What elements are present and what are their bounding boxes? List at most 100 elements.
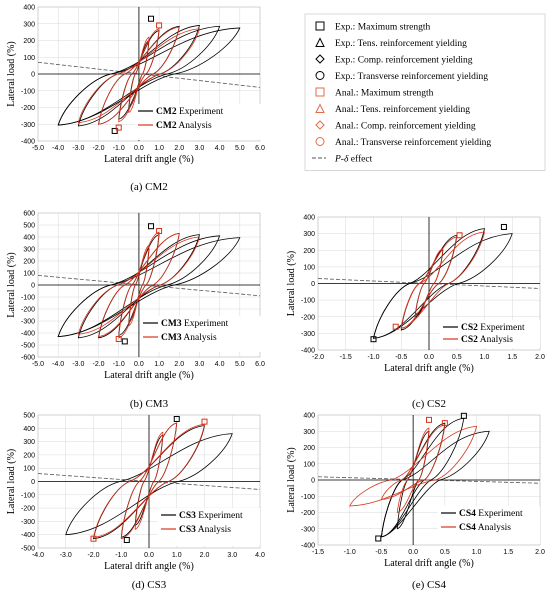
legend-frame: [304, 13, 546, 171]
y-axis-label: Lateral load (%): [6, 41, 17, 107]
legend-triangle-icon: [315, 103, 325, 113]
x-tick-label: 5.0: [235, 361, 245, 368]
y-tick-label: -100: [301, 494, 315, 501]
x-tick-label: 0.0: [408, 549, 418, 556]
y-tick-label: -200: [21, 307, 35, 314]
x-tick-label: 0.0: [424, 354, 434, 361]
panel-caption: (d) CS3: [132, 579, 167, 591]
x-tick-label: 2.0: [174, 361, 184, 368]
y-tick-label: -400: [21, 532, 35, 539]
legend-square-icon: [315, 87, 325, 97]
y-tick-label: -100: [21, 88, 35, 95]
x-tick-label: 1.0: [472, 549, 482, 556]
x-tick-label: 2.0: [535, 549, 545, 556]
x-tick-label: -4.0: [52, 361, 64, 368]
y-tick-label: 300: [23, 439, 35, 446]
x-tick-label: -4.0: [32, 552, 44, 559]
x-tick-label: -1.5: [340, 354, 352, 361]
experiment-marker: [121, 338, 128, 345]
legend-cs2: CS2 Experiment CS2 Analysis: [440, 320, 540, 348]
analysis-loop: [77, 28, 200, 124]
y-tick-label: 300: [303, 231, 315, 238]
analysis-loop: [349, 425, 478, 507]
legend-entry: CM3 Experiment: [161, 319, 229, 329]
x-axis-label: Lateral drift angle (%): [104, 370, 194, 381]
legend-cm2: CM2 Experiment CM2 Analysis: [135, 104, 265, 140]
analysis-marker: [115, 336, 122, 342]
y-tick-label: 0: [31, 283, 35, 290]
y-tick-label: -400: [21, 139, 35, 146]
legend-entry: CS2 Analysis: [461, 335, 513, 345]
legend-label: Anal.: Tens. reinforcement yielding: [335, 104, 470, 115]
legend-diamond-icon: [315, 54, 325, 64]
experiment-marker: [375, 535, 382, 542]
experiment-marker: [111, 127, 118, 134]
y-tick-label: 0: [311, 478, 315, 485]
y-tick-label: -400: [301, 348, 315, 355]
legend-square-icon: [315, 21, 325, 31]
legend-box: Exp.: Maximum strength Exp.: Tens. reinfo…: [304, 13, 546, 171]
y-tick-label: -300: [21, 519, 35, 526]
y-axis-label: Lateral load (%): [286, 447, 297, 513]
legend-label: Anal.: Maximum strength: [335, 89, 434, 99]
y-tick-label: 100: [23, 466, 35, 473]
analysis-loop: [98, 232, 180, 338]
experiment-marker: [148, 223, 155, 230]
analysis-marker: [441, 420, 448, 427]
y-tick-label: 100: [303, 461, 315, 468]
y-tick-label: -100: [21, 492, 35, 499]
x-tick-label: -1.0: [113, 361, 125, 368]
x-axis-label: Lateral drift angle (%): [104, 154, 194, 165]
y-tick-label: 100: [23, 271, 35, 278]
pdelta-line: [38, 275, 260, 297]
curves: [38, 422, 260, 540]
y-axis-label: Lateral load (%): [6, 252, 17, 318]
x-tick-label: -2.0: [93, 145, 105, 152]
pdelta-line: [318, 278, 540, 289]
y-tick-label: 200: [303, 445, 315, 452]
y-tick-label: 500: [23, 223, 35, 230]
x-tick-label: 0.5: [440, 549, 450, 556]
legend-entry: CM2 Analysis: [156, 121, 212, 131]
x-tick-label: 0.0: [144, 552, 154, 559]
y-tick-label: -400: [21, 331, 35, 338]
analysis-loop: [98, 26, 180, 125]
experiment-loop: [65, 433, 233, 536]
x-axis-label: Lateral drift angle (%): [104, 561, 194, 572]
x-tick-label: -2.0: [87, 552, 99, 559]
chart-cm2: -5.0 -4.0 -3.0 -2.0 -1.0 0.0 1.0 2.0 3.0 4.0 5.0 6.…: [6, 5, 265, 193]
analysis-marker: [392, 323, 399, 330]
legend-entry: CS2 Experiment: [461, 323, 525, 333]
x-tick-label: -0.5: [375, 549, 387, 556]
curves: [318, 417, 540, 538]
y-tick-label: 200: [23, 259, 35, 266]
panel-caption: (c) CS2: [412, 398, 446, 410]
x-axis-label: Lateral drift angle (%): [384, 558, 474, 569]
experiment-marker: [173, 415, 180, 422]
experiment-loop: [373, 233, 513, 339]
y-tick-label: 400: [23, 426, 35, 433]
x-tick-label: 4.0: [255, 552, 265, 559]
legend-label: Exp.: Comp. reinforcement yielding: [335, 55, 473, 66]
y-tick-label: -500: [21, 546, 35, 553]
experiment-loop: [380, 430, 490, 538]
pdelta-line: [318, 476, 540, 484]
y-tick-label: -300: [21, 122, 35, 129]
analysis-loop: [128, 244, 150, 327]
x-tick-label: 3.0: [195, 145, 205, 152]
legend-entry: CS4 Experiment: [459, 509, 523, 519]
analysis-loop: [400, 231, 486, 329]
legend-cs3: CS3 Experiment CS3 Analysis: [158, 508, 260, 546]
analysis-loop: [380, 424, 446, 500]
x-tick-label: 6.0: [255, 361, 265, 368]
pdelta-line: [38, 61, 260, 88]
curves: [318, 228, 540, 339]
x-tick-label: 1.0: [172, 552, 182, 559]
x-tick-label: 3.0: [227, 552, 237, 559]
legend-label: Anal.: Comp. reinforcement yielding: [335, 121, 476, 132]
x-tick-label: -0.5: [395, 354, 407, 361]
analysis-marker: [115, 124, 122, 131]
analysis-marker: [201, 418, 208, 425]
legend-triangle-icon: [315, 37, 325, 47]
y-tick-label: 500: [23, 413, 35, 420]
